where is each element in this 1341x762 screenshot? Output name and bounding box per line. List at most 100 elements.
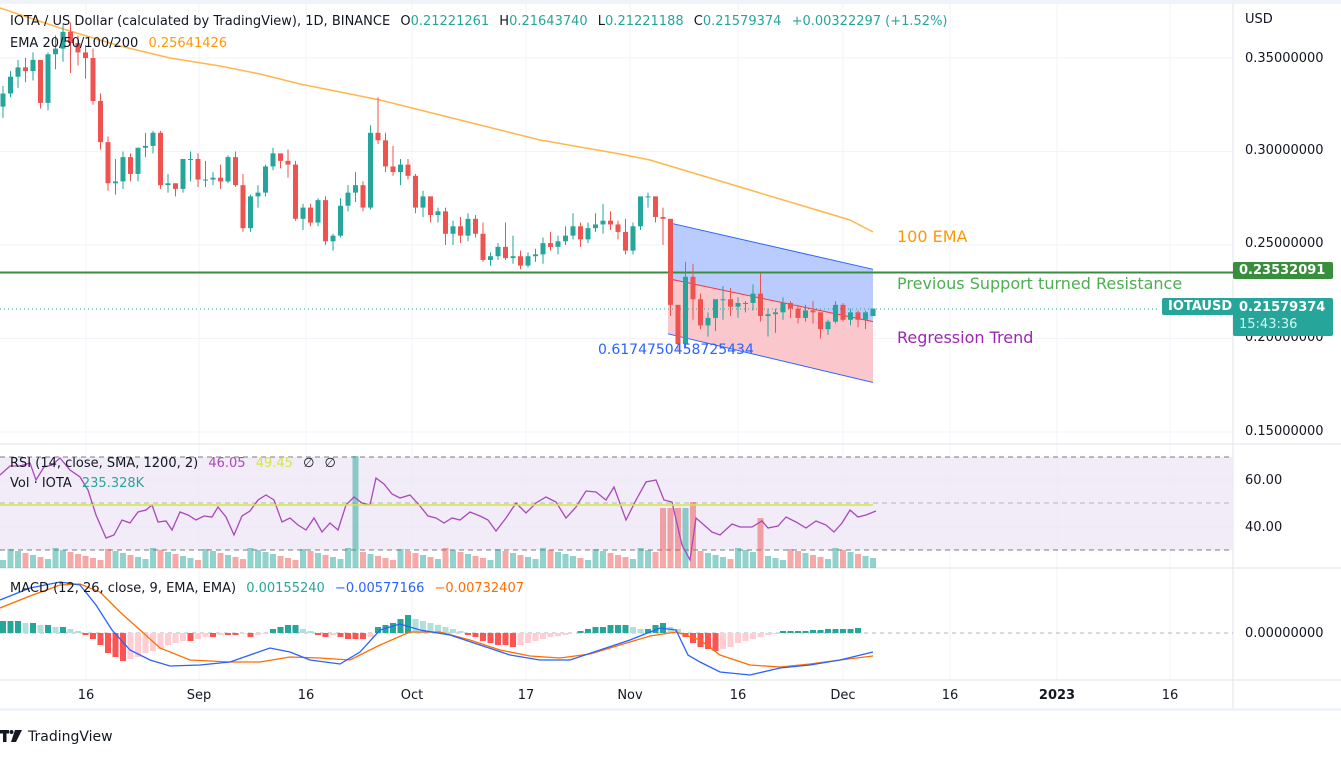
macd-histogram-bar — [285, 625, 291, 633]
macd-legend: MACD (12, 26, close, 9, EMA, EMA) 0.0015… — [10, 581, 530, 597]
macd-histogram-bar — [255, 633, 261, 635]
volume-bar — [457, 552, 464, 568]
macd-histogram-bar — [330, 633, 336, 635]
macd-histogram-bar — [142, 633, 149, 653]
candle-body — [638, 196, 643, 227]
candle-body — [623, 231, 628, 251]
volume-bar — [172, 554, 179, 568]
volume-bar — [750, 552, 756, 568]
candle-body — [353, 185, 358, 193]
volume-bar — [7, 549, 14, 568]
ema-label[interactable]: EMA 20/50/100/200 — [10, 36, 139, 51]
time-axis-label: Oct — [400, 688, 424, 703]
candle-body — [300, 207, 306, 219]
macd-histogram-bar — [157, 633, 164, 649]
macd-histogram-bar — [817, 630, 824, 633]
macd-histogram-bar — [772, 633, 779, 634]
rsi-label[interactable]: RSI (14, close, SMA, 1200, 2) — [10, 456, 199, 471]
volume-legend: Vol · IOTA 235.328K — [10, 476, 150, 492]
candle-body — [788, 302, 793, 309]
macd-histogram-bar — [52, 627, 59, 633]
candle-body — [600, 220, 606, 225]
time-axis-label: Dec — [830, 688, 856, 703]
candle-body — [420, 196, 426, 208]
volume-bar — [165, 552, 171, 568]
volume-bar — [67, 552, 74, 568]
candle-body — [53, 48, 58, 55]
volume-bar — [330, 557, 336, 568]
macd-histogram-bar — [645, 629, 651, 633]
volume-bar — [720, 557, 726, 568]
time-axis-label: Sep — [186, 688, 212, 703]
macd-histogram-bar — [787, 631, 794, 633]
volume-bar — [862, 556, 869, 568]
volume-bar — [480, 558, 486, 568]
volume-bar — [307, 551, 314, 568]
macd-histogram-bar — [472, 633, 479, 637]
volume-bar — [427, 557, 434, 568]
candle-body — [278, 153, 283, 161]
macd-histogram-bar — [600, 627, 606, 633]
candle-body — [158, 132, 163, 186]
low-value: 0.21221188 — [605, 14, 684, 29]
macd-histogram-bar — [30, 623, 36, 633]
volume-bar — [90, 558, 96, 568]
candle-body — [735, 302, 741, 307]
candle-body — [728, 299, 733, 307]
volume-bar — [240, 559, 246, 568]
macd-histogram-bar — [540, 633, 546, 639]
symbol-title[interactable]: IOTA / US Dollar (calculated by TradingV… — [10, 14, 391, 29]
volume-bar — [495, 549, 501, 568]
tradingview-brand[interactable]: TradingView — [28, 729, 113, 745]
volume-bar — [390, 560, 396, 568]
macd-histogram-bar — [825, 629, 831, 633]
macd-histogram-bar — [450, 629, 456, 633]
ema-legend: EMA 20/50/100/200 0.25641426 — [10, 36, 233, 52]
volume-bar — [52, 548, 59, 568]
macd-histogram-bar — [847, 629, 854, 633]
candle-body — [323, 200, 328, 242]
volume-bar — [435, 559, 441, 568]
candle-body — [330, 235, 336, 242]
volume-bar — [757, 518, 764, 568]
volume-bar — [712, 555, 719, 568]
candle-body — [458, 226, 463, 236]
volume-value: 235.328K — [81, 476, 145, 491]
candle-body — [510, 256, 516, 259]
macd-histogram-bar — [435, 625, 441, 633]
candle-body — [203, 179, 208, 181]
candle-body — [698, 299, 703, 326]
candle-body — [105, 142, 111, 184]
volume-bar — [30, 555, 36, 568]
macd-histogram-bar — [667, 627, 674, 633]
macd-histogram-bar — [802, 631, 809, 633]
volume-bar — [270, 554, 276, 568]
macd-histogram-bar — [7, 621, 14, 633]
ema-annotation[interactable]: 100 EMA — [897, 227, 968, 246]
regression-annotation[interactable]: Regression Trend — [897, 328, 1034, 347]
macd-histogram-bar — [780, 631, 786, 633]
volume-bar — [660, 508, 666, 568]
candle-body — [570, 226, 576, 236]
candle-body — [668, 218, 673, 305]
volume-bar — [202, 549, 209, 568]
candle-body — [585, 228, 591, 240]
volume-bar — [585, 560, 591, 568]
candle-body — [90, 58, 96, 102]
candle-body — [405, 164, 411, 176]
macd-histogram-bar — [75, 631, 81, 633]
candle-body — [518, 256, 523, 266]
macd-histogram-bar — [127, 633, 134, 659]
candle-body — [495, 246, 501, 257]
candle-body — [150, 132, 156, 146]
macd-label[interactable]: MACD (12, 26, close, 9, EMA, EMA) — [10, 581, 237, 596]
volume-bar — [510, 553, 516, 568]
candle-body — [615, 224, 621, 232]
candle-body — [360, 185, 366, 208]
volume-label[interactable]: Vol · IOTA — [10, 476, 72, 491]
rsi-tick: 60.00 — [1245, 473, 1283, 488]
resistance-annotation[interactable]: Previous Support turned Resistance — [897, 274, 1183, 293]
regression-upper-line — [667, 222, 874, 270]
